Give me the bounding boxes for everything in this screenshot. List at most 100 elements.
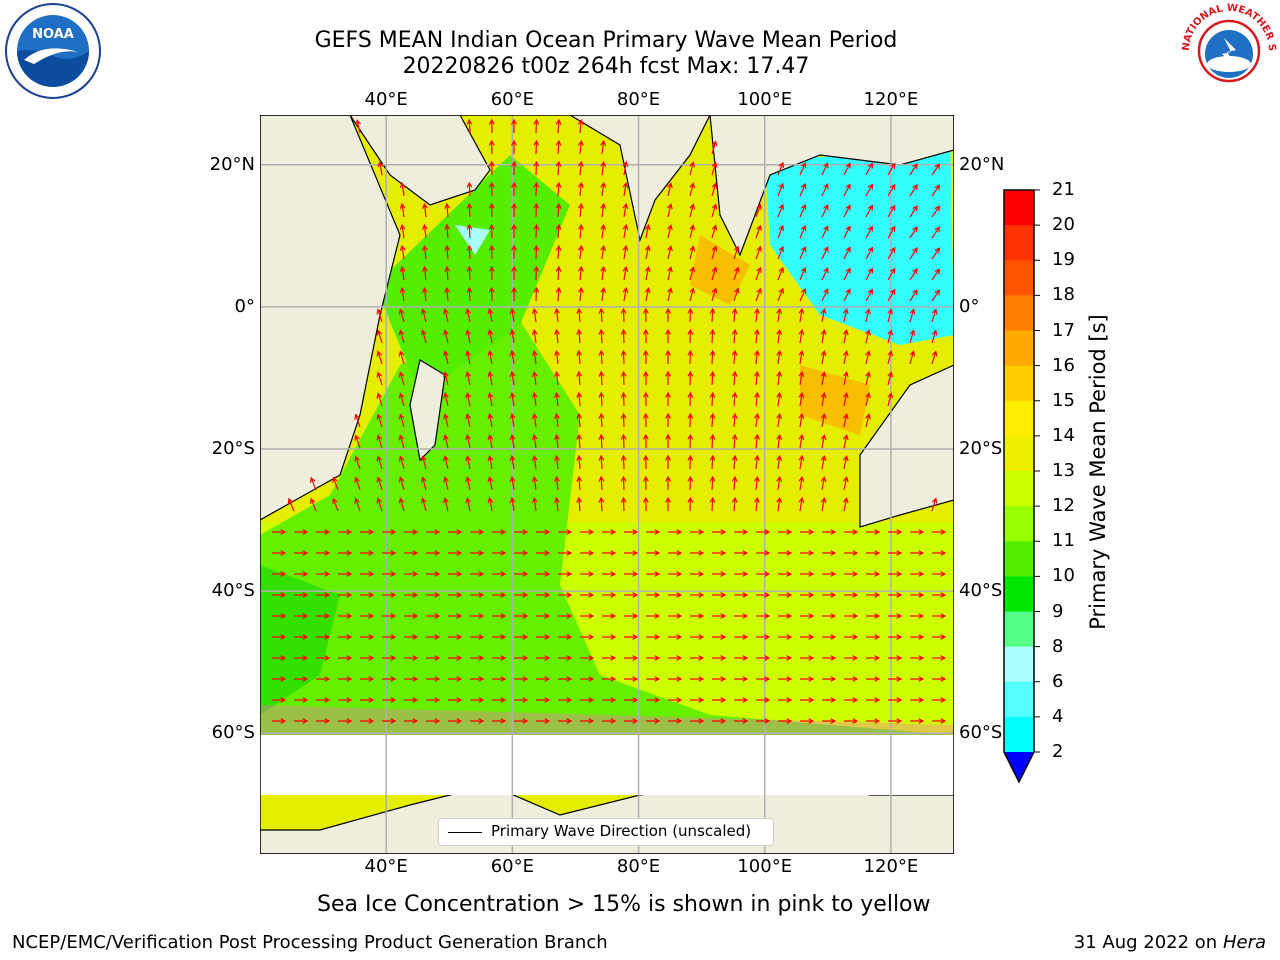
wave-arrow — [865, 183, 873, 197]
wave-arrow — [536, 592, 551, 598]
wave-arrow — [620, 454, 627, 470]
tick-label: 60°E — [490, 856, 534, 877]
wave-arrow — [577, 139, 584, 155]
wave-arrow — [866, 718, 881, 724]
wave-arrow — [404, 676, 419, 682]
wave-arrow — [668, 697, 683, 703]
wave-arrow — [866, 592, 881, 598]
colorbar-frame — [1003, 189, 1035, 784]
wave-arrow — [600, 181, 607, 197]
wave-arrow — [511, 181, 517, 197]
tick-label: 0° — [959, 295, 980, 317]
wave-arrow — [492, 529, 507, 535]
footer-date: 31 Aug 2022 on Hera — [1074, 932, 1266, 953]
wave-arrow — [470, 718, 485, 724]
wave-arrow — [511, 223, 517, 239]
wave-arrow — [910, 697, 925, 703]
wave-arrow — [376, 392, 383, 407]
wave-arrow — [888, 697, 903, 703]
wave-arrow — [887, 371, 894, 386]
wave-arrow — [865, 246, 873, 260]
wave-arrow — [602, 718, 617, 724]
wave-arrow — [488, 286, 495, 302]
wave-arrow — [624, 697, 639, 703]
wave-arrow — [511, 118, 517, 134]
wave-arrow — [382, 718, 397, 724]
wave-arrow — [448, 676, 463, 682]
colorbar-segment — [1004, 295, 1034, 331]
wave-arrow — [932, 529, 947, 535]
wave-arrow — [622, 202, 629, 218]
wave-arrow — [294, 550, 309, 556]
colorbar-segment — [1004, 225, 1034, 261]
colorbar — [1003, 189, 1040, 784]
wave-arrow — [511, 160, 517, 176]
wave-arrow — [711, 266, 718, 281]
wave-arrow — [712, 655, 727, 661]
wave-arrow — [404, 592, 419, 598]
wave-arrow — [668, 592, 683, 598]
wave-arrow — [580, 529, 595, 535]
wave-arrow — [821, 267, 829, 281]
wave-arrow — [531, 475, 538, 491]
wave-arrow — [777, 203, 785, 218]
wave-arrow — [600, 286, 607, 302]
wave-arrow — [711, 287, 718, 302]
wave-arrow — [420, 455, 427, 470]
wave-arrow — [509, 433, 516, 449]
wave-arrow — [756, 550, 771, 556]
wave-arrow — [443, 413, 449, 428]
wave-arrow — [600, 244, 607, 260]
colorbar-segment — [1004, 365, 1034, 402]
wave-arrow — [470, 529, 485, 535]
wave-arrow — [689, 266, 696, 281]
wave-arrow — [598, 370, 605, 386]
wave-arrow — [821, 288, 829, 302]
wave-arrow — [443, 476, 449, 491]
wave-arrow — [799, 287, 807, 302]
wave-arrow — [558, 718, 573, 724]
tick-label: 20°S — [211, 437, 255, 459]
wave-arrow — [488, 139, 495, 155]
wave-arrow — [842, 329, 849, 344]
wave-arrow — [554, 412, 560, 428]
wave-arrow — [294, 592, 309, 598]
wave-arrow — [443, 350, 449, 365]
wave-arrow — [488, 223, 495, 239]
wave-arrow — [646, 613, 661, 619]
wave-arrow — [776, 328, 783, 344]
wave-period-map — [260, 115, 954, 854]
wave-arrow — [712, 634, 727, 640]
wave-arrow — [487, 412, 494, 428]
wave-arrow — [888, 655, 903, 661]
wave-arrow — [620, 391, 627, 407]
wave-arrow — [309, 476, 317, 491]
wave-arrow — [511, 265, 517, 281]
wave-arrow — [842, 350, 849, 365]
ice-edge-area — [260, 735, 954, 795]
wave-arrow — [689, 287, 696, 302]
wave-arrow — [776, 307, 783, 323]
wave-arrow — [888, 550, 903, 556]
wave-arrow — [866, 676, 881, 682]
wave-arrow — [443, 329, 449, 344]
colorbar-segment — [1004, 716, 1034, 753]
wave-arrow — [338, 676, 353, 682]
tick-label: 40°E — [364, 856, 408, 877]
wave-arrow — [514, 592, 529, 598]
wave-arrow — [492, 634, 507, 640]
wave-arrow — [426, 697, 441, 703]
wave-arrow — [668, 718, 683, 724]
wave-arrow — [776, 454, 783, 470]
wave-arrow — [731, 307, 738, 323]
wave-arrow — [533, 118, 540, 134]
wave-arrow — [558, 550, 573, 556]
wave-arrow — [492, 676, 507, 682]
wave-arrow — [294, 571, 309, 577]
wave-arrow — [821, 204, 829, 218]
wave-arrow — [316, 634, 331, 640]
wave-arrow — [843, 183, 851, 197]
wave-arrow — [580, 634, 595, 640]
wave-arrow — [820, 475, 827, 491]
wave-arrow — [536, 634, 551, 640]
